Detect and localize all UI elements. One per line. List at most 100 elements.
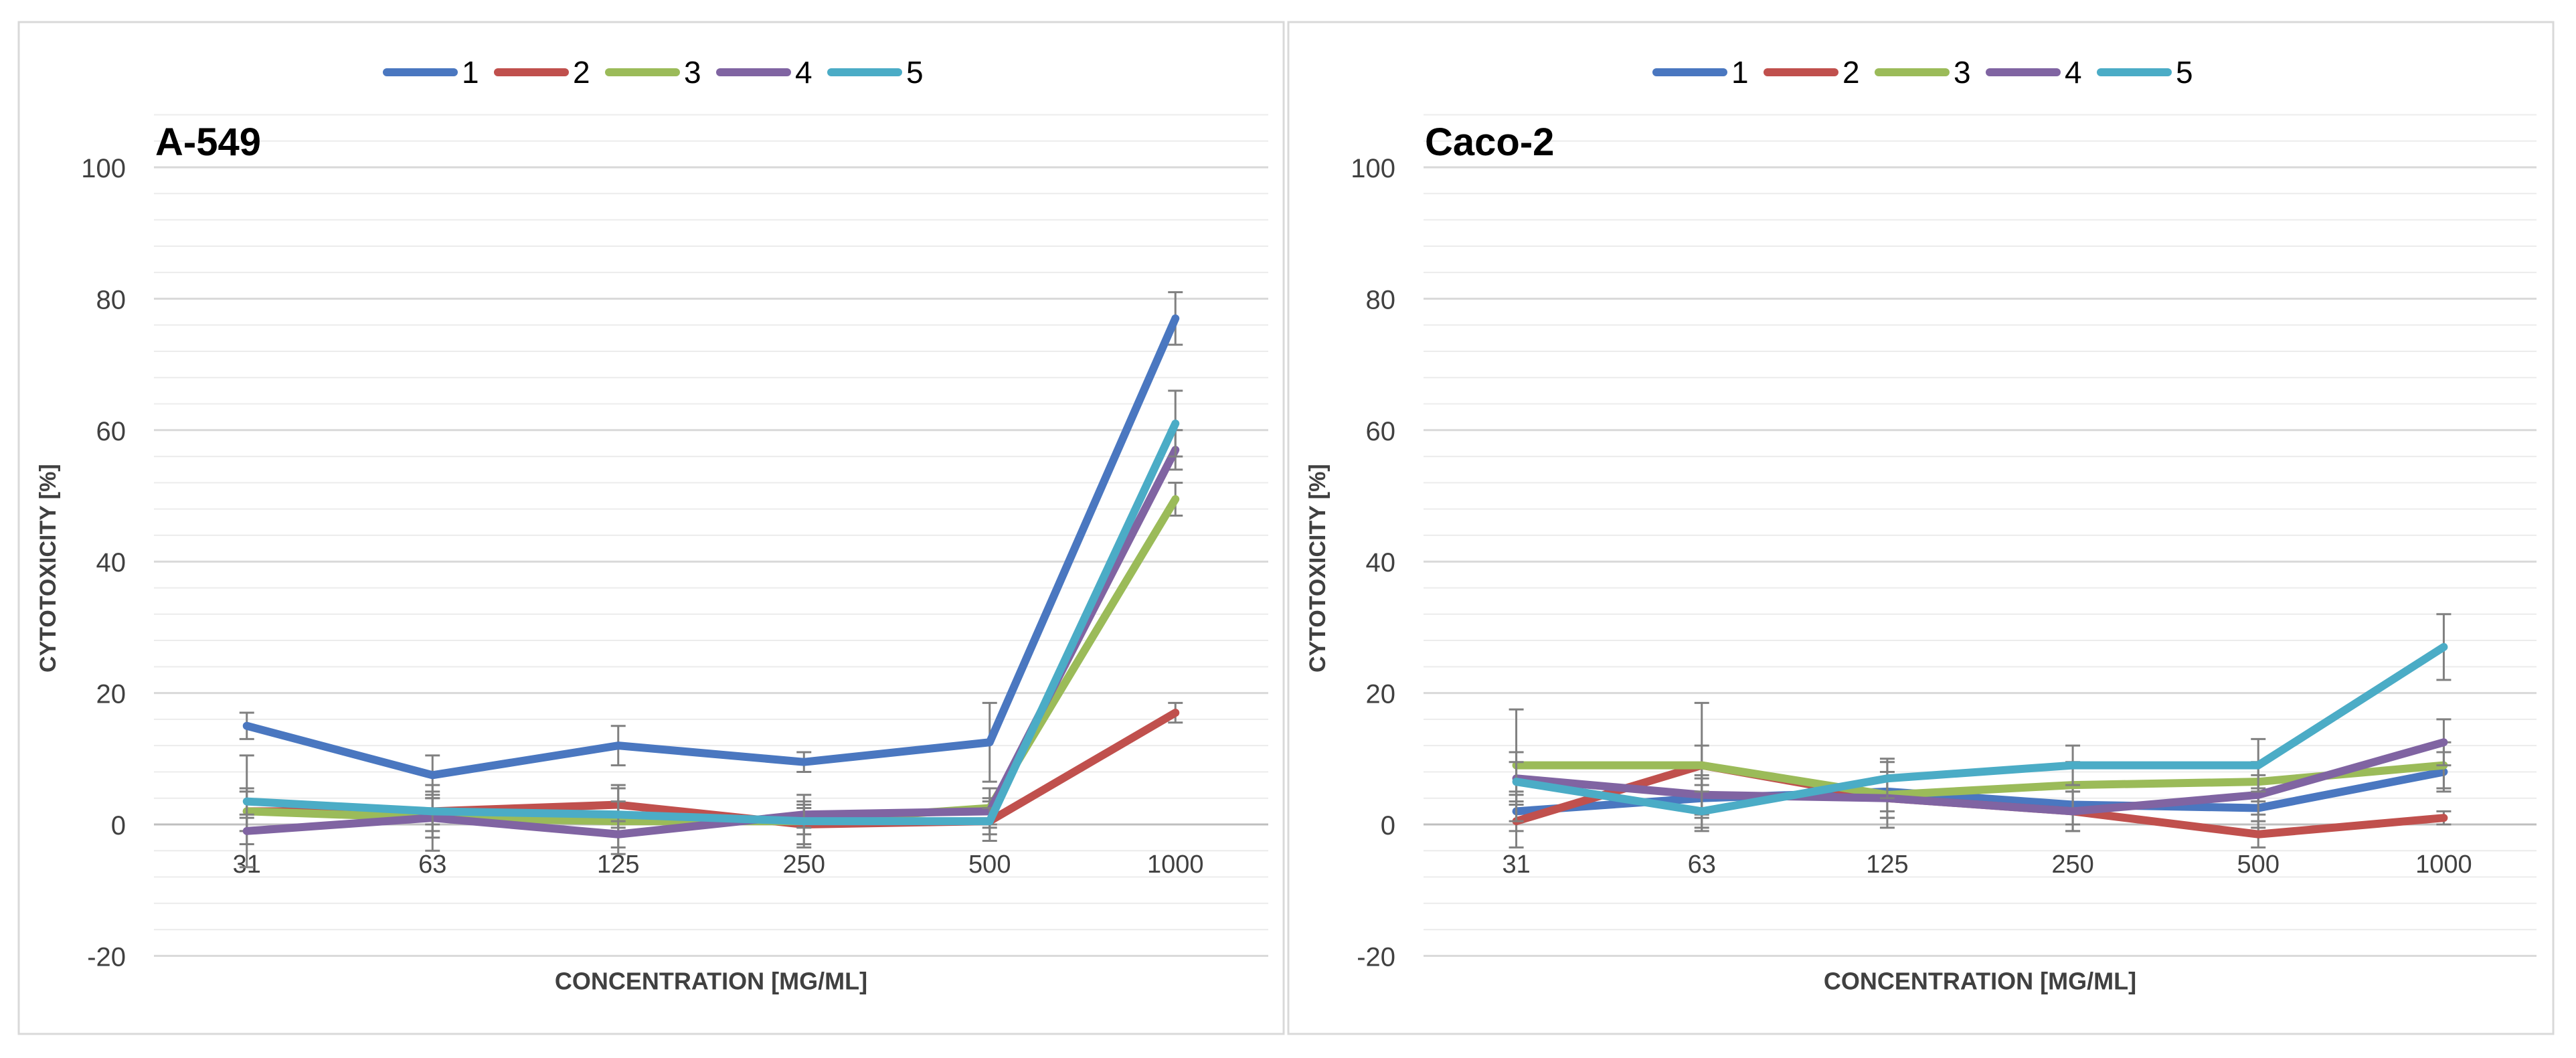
minor-gridlines (1424, 114, 2537, 931)
data-point (430, 773, 435, 778)
legend-label: 4 (2065, 55, 2082, 90)
x-axis-label: CONCENTRATION [MG/ML] (1824, 967, 2136, 994)
x-tick-label: 63 (1688, 851, 1716, 879)
y-tick-label: 80 (96, 285, 126, 315)
data-point (2441, 644, 2446, 649)
x-tick-label: 63 (418, 851, 446, 879)
data-point (616, 743, 620, 748)
y-tick-label: 20 (96, 680, 126, 709)
legend-item-2: 2 (1764, 55, 1860, 90)
x-tick-label: 1000 (1147, 851, 1204, 879)
y-tick-label: 60 (96, 417, 126, 446)
y-tick-label: -20 (87, 942, 126, 972)
series-5 (239, 389, 1183, 836)
series-line-5 (242, 419, 1180, 826)
data-point (2256, 792, 2261, 797)
y-tick-label: 80 (1366, 285, 1396, 315)
data-point (616, 832, 620, 836)
data-point (2071, 763, 2075, 768)
series-5 (1509, 613, 2452, 832)
y-tick-label: 0 (111, 811, 126, 841)
legend-item-1: 1 (383, 55, 479, 90)
y-tick-label: 0 (1381, 811, 1395, 841)
x-tick-label: 250 (783, 851, 825, 879)
series-line-1 (242, 314, 1180, 780)
data-point (244, 799, 249, 804)
panel-title: Caco-2 (1425, 120, 1554, 164)
panel-title: A-549 (155, 120, 261, 164)
x-tick-label: 250 (2051, 851, 2093, 879)
data-point (2256, 763, 2261, 768)
data-point (987, 740, 992, 745)
data-point (802, 760, 806, 764)
legend-label: 5 (2176, 55, 2193, 90)
legend-label: 1 (462, 55, 479, 90)
panel-border (17, 21, 1285, 1035)
minor-gridlines (154, 114, 1268, 931)
y-tick-label: 100 (81, 154, 126, 183)
data-point (1173, 497, 1178, 501)
chart-panel-1: -20 0 20 40 60 80 100 3 1 63 125 250 500 1000 A-549 CYT… (17, 21, 1285, 1035)
y-axis-label: CYTOTOXICITY [%] (35, 464, 61, 673)
x-tick-label: 1000 (2415, 851, 2472, 879)
y-tick-label: 40 (1366, 548, 1396, 578)
data-point (2071, 809, 2075, 814)
legend: 1 2 3 4 5 (383, 55, 924, 90)
data-point (802, 819, 806, 824)
legend-label: 4 (795, 55, 812, 90)
series-4 (1509, 718, 2452, 832)
y-axis-label: CYTOTOXICITY [%] (1305, 464, 1330, 673)
x-tick-label: 125 (597, 851, 639, 879)
x-tick-label: 31 (1502, 851, 1530, 879)
major-gridlines (154, 166, 1268, 957)
series-line-4 (1512, 738, 2448, 816)
data-point (616, 812, 620, 817)
data-point (1885, 776, 1889, 781)
x-tick-label: 500 (968, 851, 1011, 879)
legend-label: 1 (1731, 55, 1749, 90)
legend-label: 5 (906, 55, 924, 90)
x-tick-label: 500 (2237, 851, 2280, 879)
legend-item-1: 1 (1652, 55, 1749, 90)
y-tick-label: 60 (1366, 417, 1396, 446)
data-point (1699, 763, 1704, 768)
legend-item-3: 3 (1875, 55, 1971, 90)
legend-item-3: 3 (605, 55, 701, 90)
data-point (1173, 421, 1178, 426)
data-point (1699, 809, 1704, 814)
series-line-5 (1512, 642, 2448, 816)
legend-item-5: 5 (827, 55, 924, 90)
data-point (244, 828, 249, 833)
data-point (1514, 780, 1519, 784)
y-tick-label: 100 (1351, 154, 1395, 183)
series-line-3 (1512, 761, 2448, 799)
x-axis-label: CONCENTRATION [MG/ML] (555, 967, 867, 994)
series-1 (239, 291, 1183, 796)
legend-label: 2 (573, 55, 590, 90)
legend-item-2: 2 (494, 55, 590, 90)
y-tick-label: 40 (96, 548, 126, 578)
legend-item-4: 4 (1986, 55, 2082, 90)
legend-label: 3 (1954, 55, 1971, 90)
y-tick-label: 20 (1366, 680, 1396, 709)
panel-border (1287, 21, 2555, 1035)
legend-item-4: 4 (716, 55, 812, 90)
data-point (430, 809, 435, 814)
data-point (2441, 816, 2446, 820)
legend-item-5: 5 (2097, 55, 2193, 90)
data-point (244, 723, 249, 728)
legend: 1 2 3 4 5 (1652, 55, 2193, 90)
data-point (1173, 316, 1178, 321)
legend-label: 3 (684, 55, 701, 90)
y-tick-label: -20 (1357, 942, 1395, 972)
data-point (2256, 832, 2261, 836)
data-point (1173, 711, 1178, 715)
data-point (2441, 740, 2446, 745)
data-point (987, 819, 992, 824)
series-line-1 (1512, 768, 2448, 816)
x-tick-label: 125 (1866, 851, 1908, 879)
legend-label: 2 (1842, 55, 1860, 90)
